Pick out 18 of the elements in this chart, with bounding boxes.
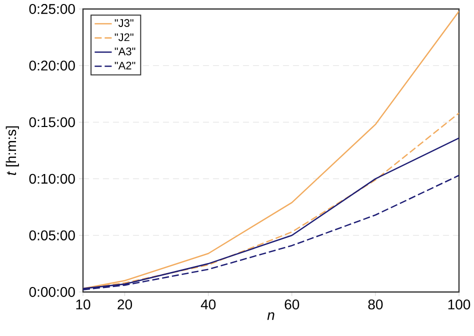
y-tick-label: 0:10:00 [29, 174, 75, 184]
legend-label: "J3" [114, 19, 134, 27]
x-axis-title: n [267, 312, 274, 320]
y-tick-label: 0:05:00 [29, 230, 75, 240]
y-tick-label: 0:15:00 [29, 117, 75, 128]
x-tick-label: 100 [448, 300, 470, 310]
x-tick-label: 80 [368, 300, 383, 310]
x-tick-label: 20 [118, 300, 132, 310]
legend-label: "J2" [114, 33, 134, 42]
y-axis-title: t [h:m:s] [6, 126, 19, 175]
x-tick-label: 40 [200, 300, 216, 310]
legend-label: "A2" [114, 62, 136, 70]
y-tick-label: 0:20:00 [29, 60, 75, 71]
x-tick-label: 60 [284, 300, 300, 310]
legend-label: "A3" [114, 48, 136, 56]
y-tick-label: 0:25:00 [29, 4, 75, 14]
y-tick-label: 0:00:00 [29, 287, 75, 297]
x-tick-label: 10 [76, 300, 90, 310]
